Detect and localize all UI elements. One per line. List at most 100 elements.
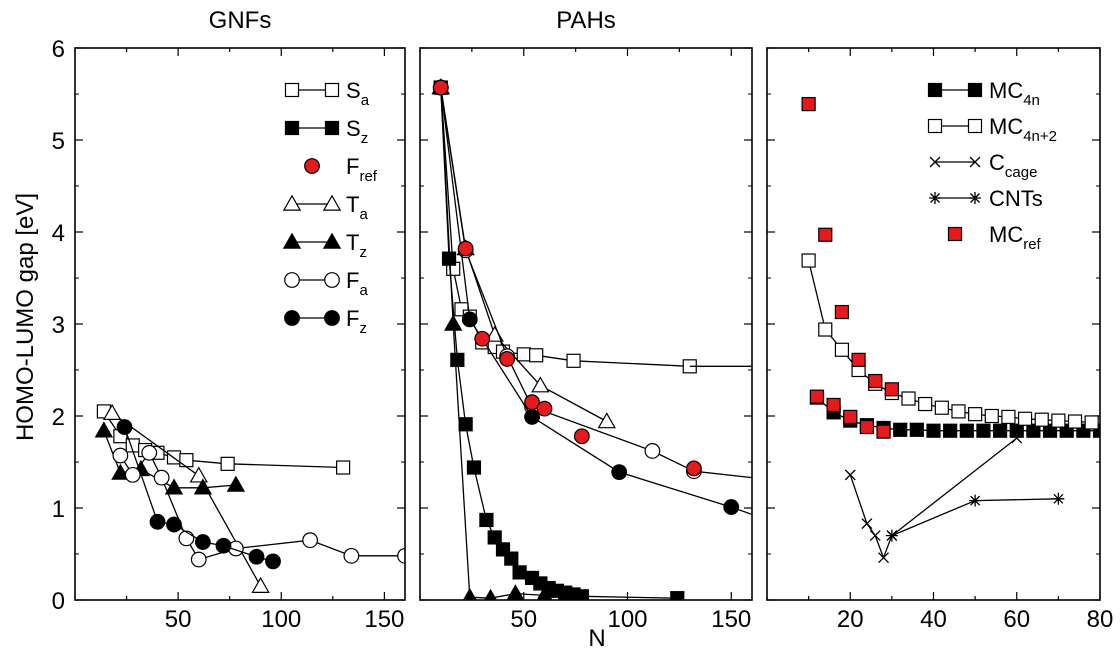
- point-cnts: [969, 494, 982, 507]
- point-mc-ref: [834, 304, 850, 320]
- point-t-z: [193, 478, 213, 495]
- axis-ticks: 0 1 2 3 4 5 6 50 100 150: [52, 36, 405, 633]
- x-tick-label: 40: [920, 606, 947, 633]
- legend-marker: [947, 226, 963, 242]
- x-tick-label: 150: [711, 606, 751, 633]
- point-t-a: [251, 576, 270, 593]
- legend: MC4n MC4n+2 Ccage CNTs MCref: [927, 78, 1057, 253]
- point-mc-4n: [926, 423, 941, 438]
- point-f-ref: [686, 460, 702, 477]
- point-t-z: [444, 314, 463, 331]
- legend-item: Fz: [284, 306, 367, 337]
- point-s-z: [670, 591, 685, 600]
- point-f-a: [343, 547, 360, 564]
- point-s-a: [529, 348, 544, 363]
- point-mc-ref: [843, 409, 858, 425]
- legend-marker: [324, 310, 340, 326]
- legend-marker: [969, 192, 981, 204]
- point-c-cage: [1011, 432, 1023, 444]
- legend-label: MC4n: [989, 78, 1040, 109]
- point-mc-4n-2: [1067, 414, 1083, 429]
- point-mc-4n-2: [1017, 411, 1033, 426]
- point-mc-4n: [909, 422, 924, 437]
- legend-item: Fa: [284, 268, 368, 299]
- series-line-f-a: [119, 451, 405, 561]
- point-s-z: [504, 551, 519, 566]
- legend-label: Tz: [346, 230, 367, 261]
- point-t-z: [164, 478, 184, 495]
- y-tick-label: 0: [52, 588, 65, 615]
- point-s-z: [479, 512, 494, 528]
- point-c-cage: [861, 518, 873, 530]
- point-cnts: [1052, 492, 1065, 505]
- point-s-a: [220, 456, 235, 471]
- y-tick-label: 3: [52, 312, 65, 339]
- point-t-z: [536, 586, 553, 600]
- legend-item: MCref: [947, 222, 1042, 253]
- point-mc-4n-2: [901, 391, 916, 406]
- x-tick-label: 20: [837, 606, 864, 633]
- point-mc-4n: [1026, 423, 1041, 438]
- point-f-a: [397, 547, 405, 564]
- point-f-a: [124, 466, 141, 483]
- axis-ticks: 20 40 60 80: [766, 47, 1113, 633]
- panel-1: 0 1 2 3 4 5 6 50 100 150 GNFs Sa Sz Fref Ta Tz Fa Fz: [52, 7, 406, 633]
- point-mc-4n: [943, 423, 958, 438]
- x-tick-label: 50: [165, 606, 192, 633]
- legend: Sa Sz Fref Ta Tz Fa Fz: [282, 78, 378, 337]
- legend-item: Ccage: [929, 150, 1037, 181]
- point-f-z: [116, 419, 133, 435]
- point-s-z: [450, 352, 465, 367]
- point-f-a: [153, 469, 170, 486]
- legend-item: Ta: [282, 192, 368, 223]
- legend-label: Ccage: [989, 150, 1037, 181]
- point-f-a: [178, 530, 195, 547]
- x-tick-label: 100: [261, 606, 301, 633]
- point-mc-ref: [826, 397, 841, 413]
- legend-label: Fref: [346, 154, 378, 185]
- point-t-z: [462, 587, 477, 600]
- legend-label: Fa: [346, 268, 368, 299]
- point-mc-4n: [959, 423, 974, 438]
- legend-label: Ta: [346, 192, 368, 223]
- y-axis-label: HOMO-LUMO gap [eV]: [12, 193, 39, 441]
- point-t-z: [484, 588, 497, 600]
- point-mc-ref: [809, 389, 825, 404]
- legend-label: CNTs: [989, 186, 1043, 211]
- point-f-ref: [432, 79, 449, 96]
- point-f-a: [644, 443, 661, 459]
- point-f-ref: [536, 400, 553, 417]
- point-f-ref: [457, 240, 474, 257]
- point-mc-4n: [992, 423, 1008, 438]
- point-t-z: [570, 587, 585, 600]
- point-mc-4n-2: [968, 407, 983, 422]
- point-mc-4n: [976, 423, 991, 438]
- legend-marker: [967, 118, 983, 134]
- panel-title: GNFs: [209, 7, 272, 34]
- series-line-c-cage: [849, 437, 1018, 560]
- plot-frame: [419, 47, 753, 601]
- x-tick-label: 150: [364, 606, 404, 633]
- legend-marker: [324, 272, 340, 288]
- point-c-cage: [844, 469, 856, 481]
- x-tick-label: 50: [510, 606, 537, 633]
- point-f-z: [248, 548, 265, 565]
- point-mc-4n: [893, 422, 908, 437]
- point-c-cage: [878, 552, 890, 564]
- point-mc-4n-2: [1084, 415, 1099, 430]
- legend-item: Fref: [304, 154, 378, 185]
- legend-label: Sz: [346, 116, 368, 147]
- legend-marker: [322, 232, 342, 249]
- point-s-z: [466, 460, 482, 475]
- point-mc-4n: [1009, 423, 1024, 438]
- point-mc-4n-2: [1001, 409, 1016, 425]
- plot-frame: [74, 47, 406, 601]
- point-f-a: [112, 447, 129, 464]
- point-f-a: [190, 551, 207, 568]
- point-f-a: [141, 444, 158, 461]
- point-mc-4n-2: [934, 400, 949, 415]
- point-f-ref: [524, 394, 540, 411]
- point-t-z: [226, 475, 246, 492]
- legend-marker: [324, 82, 340, 98]
- legend-marker: [284, 82, 300, 98]
